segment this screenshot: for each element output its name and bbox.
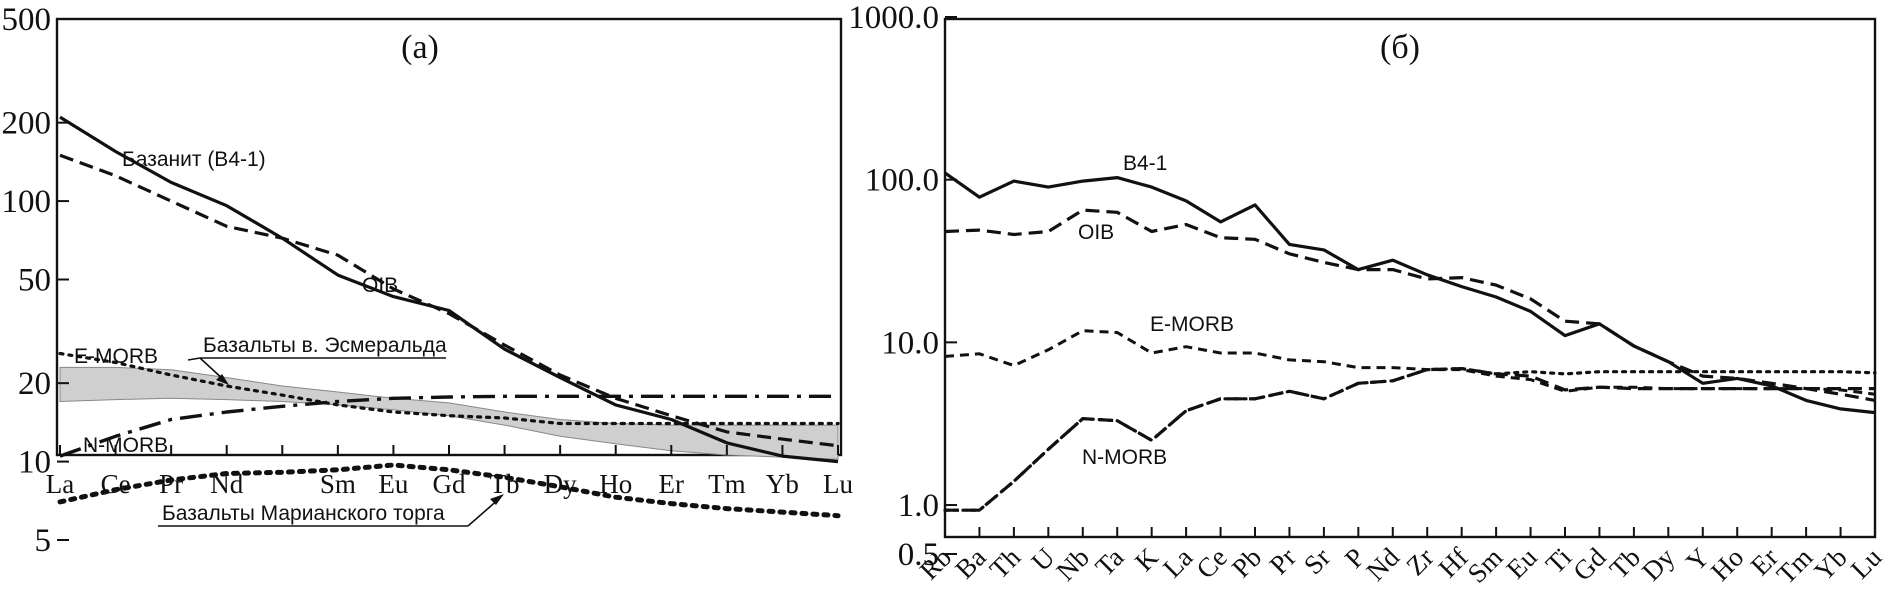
x-tick-label-a-3: Nd [210, 469, 243, 499]
y-tick-label-b-0: 1000.0 [848, 0, 939, 36]
x-tick-label-b-21: Dy [1636, 542, 1681, 587]
series-line-a-0 [59, 115, 839, 464]
label-nmorb-a: N-MORB [83, 434, 168, 457]
y-tick-label-b-1: 100.0 [865, 163, 939, 199]
y-tick-label-a-1: 200 [2, 106, 52, 142]
series-line-b-2 [944, 329, 1876, 396]
x-tick-label-b-11: Sr [1298, 542, 1336, 580]
x-tick-label-b-17: Eu [1500, 542, 1543, 585]
panel-b-series [943, 171, 1877, 512]
y-tick-label-b-4: 0.5 [898, 537, 939, 573]
y-tick-label-a-4: 20 [18, 366, 51, 402]
x-tick-label-a-11: Er [659, 469, 684, 499]
esmeralda-leader [187, 357, 201, 361]
label-emorb-a: E-MORB [74, 345, 158, 368]
series-line-b-4 [943, 367, 1877, 512]
panel-b-y-axis: 1000.0 100.0 10.0 1.0 0.5 [848, 0, 957, 573]
x-tick-label-b-10: Pr [1263, 542, 1301, 580]
y-tick-label-a-3: 50 [18, 263, 51, 299]
series-line-b-3 [945, 367, 1875, 512]
x-tick-label-b-5: Ta [1089, 542, 1129, 582]
y-tick-label-a-6: 5 [35, 523, 52, 559]
x-tick-label-a-9: Dy [544, 469, 577, 499]
x-tick-label-a-7: Gd [433, 469, 466, 499]
panel-b-frame [943, 17, 1877, 539]
series-line-b-1 [944, 208, 1876, 402]
y-tick-label-a-5: 10 [18, 445, 51, 481]
series-line-a-1 [59, 153, 839, 448]
x-tick-label-a-0: La [46, 469, 74, 499]
mariana-arrowhead [490, 494, 504, 505]
series-line-a-4 [57, 462, 841, 519]
x-tick-label-b-23: Ho [1705, 542, 1750, 587]
x-tick-label-b-2: Th [984, 542, 1027, 585]
x-tick-label-a-10: Ho [599, 469, 632, 499]
esmeralda-arrowhead [216, 374, 229, 385]
y-tick-label-b-3: 1.0 [898, 488, 939, 524]
series-line-b-0 [944, 171, 1876, 415]
panel-a-y-axis: 500 200 100 50 20 10 5 [2, 2, 69, 559]
x-tick-label-a-13: Yb [766, 469, 799, 499]
x-tick-label-b-13: Nd [1360, 542, 1405, 587]
x-tick-label-a-1: Ce [101, 469, 131, 499]
y-tick-label-a-0: 500 [2, 2, 52, 38]
x-tick-label-a-2: Pr [159, 469, 183, 499]
x-tick-label-a-14: Lu [823, 469, 853, 499]
panel-a: 500 200 100 50 20 10 5 La Ce Pr Nd Sm Eu Gd Tb Dy Ho Er T… [2, 2, 854, 559]
label-oib-b: OIB [1078, 221, 1114, 244]
x-tick-label-b-4: Nb [1050, 542, 1095, 587]
x-tick-label-a-12: Tm [708, 469, 746, 499]
label-oib-a: OIB [362, 274, 398, 297]
label-basanite: Базанит (В4-1) [122, 148, 266, 171]
x-tick-label-a-5: Sm [320, 469, 356, 499]
panel-a-x-axis: La Ce Pr Nd Sm Eu Gd Tb Dy Ho Er Tm Yb Lu [46, 445, 853, 499]
panel-a-series [57, 115, 841, 519]
x-tick-label-a-8: Tb [490, 469, 520, 499]
label-nmorb-b: N-MORB [1082, 446, 1167, 469]
y-tick-label-a-2: 100 [2, 184, 52, 220]
label-esmeralda: Базальты в. Эсмеральда [203, 334, 447, 357]
series-line-a-3 [59, 394, 838, 458]
y-tick-label-b-2: 10.0 [881, 325, 939, 361]
x-tick-label-b-9: Pb [1226, 542, 1267, 583]
label-mariana: Базальты Марианского торга [162, 502, 445, 525]
label-b41: B4-1 [1123, 152, 1167, 175]
panel-a-title: (а) [401, 29, 439, 66]
x-tick-label-a-6: Eu [378, 469, 408, 499]
label-emorb-b: E-MORB [1150, 313, 1234, 336]
x-tick-label-b-27: Lu [1845, 542, 1888, 585]
panel-b-title: (б) [1380, 29, 1420, 66]
